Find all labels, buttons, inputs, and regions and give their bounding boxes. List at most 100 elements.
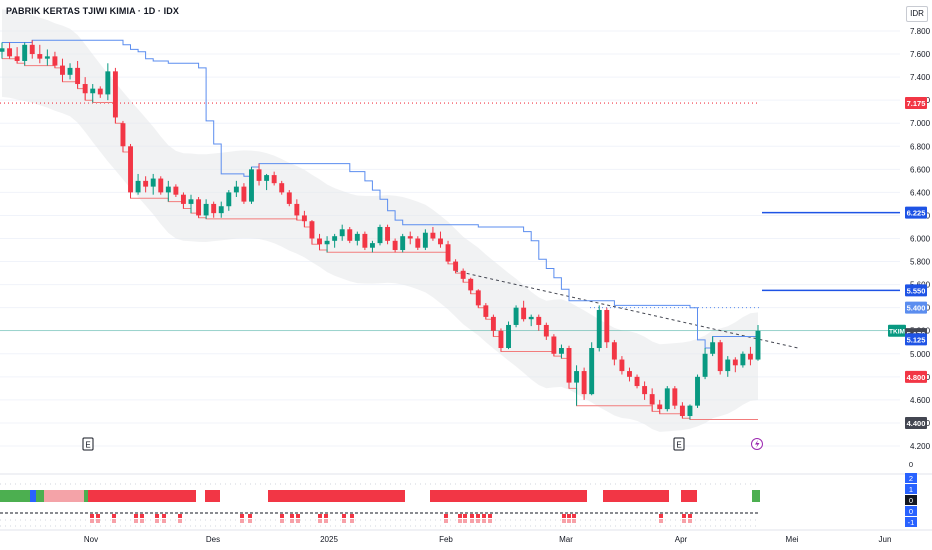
candle bbox=[679, 402, 685, 419]
lightning-bolt-icon bbox=[755, 440, 760, 448]
candle bbox=[67, 63, 73, 80]
candle bbox=[642, 381, 648, 400]
svg-text:6.225: 6.225 bbox=[907, 209, 926, 218]
candle bbox=[506, 321, 511, 350]
x-tick-label: Feb bbox=[439, 535, 453, 544]
indicator-bar bbox=[88, 490, 196, 502]
indicator-pane[interactable]: 0 2 1 0 0 -1 bbox=[0, 460, 932, 527]
price-label: 7.175 bbox=[905, 97, 927, 110]
horizontal-levels bbox=[762, 211, 900, 292]
candle bbox=[52, 51, 58, 68]
candle bbox=[619, 356, 625, 375]
candle bbox=[710, 336, 716, 357]
y-tick-label: 7.800 bbox=[910, 27, 931, 36]
y-axis[interactable]: 4.2004.4004.6004.8005.0005.2005.4005.600… bbox=[910, 27, 931, 451]
candle bbox=[513, 305, 519, 328]
candle bbox=[362, 231, 368, 251]
candle bbox=[112, 67, 118, 124]
candle bbox=[574, 365, 580, 406]
candle bbox=[347, 226, 353, 244]
x-tick-label: Jun bbox=[879, 535, 892, 544]
candle bbox=[165, 180, 171, 202]
x-tick-label: Mei bbox=[786, 535, 799, 544]
indicator-bar bbox=[30, 490, 36, 502]
candle bbox=[188, 194, 194, 214]
candle bbox=[498, 328, 504, 352]
candle bbox=[634, 374, 640, 389]
candle bbox=[657, 399, 663, 414]
indicator-bar bbox=[752, 490, 760, 502]
candle bbox=[422, 229, 428, 251]
candle bbox=[324, 236, 330, 253]
y-tick-label: 7.600 bbox=[910, 50, 931, 59]
candle bbox=[566, 345, 572, 389]
candle bbox=[407, 231, 413, 245]
y-tick-label: 6.600 bbox=[910, 165, 931, 174]
candle bbox=[97, 86, 103, 98]
candle bbox=[755, 324, 761, 361]
x-tick-label: Apr bbox=[675, 535, 688, 544]
currency-badge[interactable]: IDR bbox=[906, 6, 928, 22]
candle bbox=[392, 238, 398, 253]
svg-text:4.400: 4.400 bbox=[907, 419, 926, 428]
candle bbox=[218, 201, 224, 218]
candle bbox=[271, 171, 277, 186]
y-tick-label: 6.400 bbox=[910, 188, 931, 197]
candle bbox=[75, 60, 81, 89]
candle bbox=[460, 268, 466, 283]
candle bbox=[687, 404, 693, 420]
x-tick-label: 2025 bbox=[320, 535, 338, 544]
candle bbox=[29, 40, 35, 59]
candle bbox=[143, 176, 149, 193]
candle bbox=[415, 236, 421, 251]
candles bbox=[0, 40, 761, 420]
event-markers: E E bbox=[82, 437, 763, 451]
candle bbox=[717, 339, 723, 375]
candle bbox=[0, 42, 5, 59]
candle bbox=[702, 348, 708, 380]
candle bbox=[483, 303, 489, 320]
candle bbox=[135, 173, 141, 195]
trendline[interactable] bbox=[454, 270, 799, 349]
price-label: 4.800 bbox=[905, 370, 927, 383]
svg-text:5.550: 5.550 bbox=[907, 286, 926, 295]
candle bbox=[543, 322, 549, 340]
candle bbox=[536, 314, 542, 331]
candle bbox=[150, 173, 156, 195]
candle bbox=[226, 190, 232, 211]
candle bbox=[286, 190, 292, 207]
candle bbox=[120, 120, 126, 153]
indicator-bar bbox=[603, 490, 669, 502]
price-label: 5.125 bbox=[905, 333, 927, 346]
candle bbox=[294, 199, 300, 221]
indicator-bar bbox=[430, 490, 587, 502]
candle bbox=[14, 47, 20, 64]
candle bbox=[203, 199, 209, 219]
y-tick-label: 6.000 bbox=[910, 235, 931, 244]
earnings-marker-1[interactable] bbox=[82, 437, 94, 451]
earnings-marker-1-label: E bbox=[85, 441, 90, 450]
x-axis[interactable]: Nov Des 2025 Feb Mar Apr Mei Jun bbox=[0, 529, 932, 544]
candle bbox=[354, 231, 360, 246]
candle bbox=[211, 201, 217, 218]
y-tick-label: 7.400 bbox=[910, 73, 931, 82]
indicator-scale-label: 1 bbox=[909, 485, 913, 494]
indicator-bar bbox=[36, 490, 44, 502]
candle bbox=[551, 334, 557, 357]
indicator-bar bbox=[268, 490, 405, 502]
indicator-scale-label: 0 bbox=[909, 460, 913, 469]
earnings-marker-2[interactable] bbox=[673, 437, 685, 451]
candle bbox=[128, 143, 133, 199]
candle bbox=[173, 184, 179, 197]
svg-text:TKIM: TKIM bbox=[889, 329, 905, 336]
candle bbox=[301, 210, 307, 227]
upper-band-line bbox=[2, 39, 759, 349]
candle bbox=[672, 386, 678, 410]
candle bbox=[196, 197, 202, 218]
candle bbox=[740, 351, 746, 368]
y-tick-label: 5.800 bbox=[910, 258, 931, 267]
candle bbox=[611, 339, 617, 366]
indicator-bar bbox=[681, 490, 697, 502]
chart-title: PABRIK KERTAS TJIWI KIMIA · 1D · IDX bbox=[6, 6, 179, 16]
